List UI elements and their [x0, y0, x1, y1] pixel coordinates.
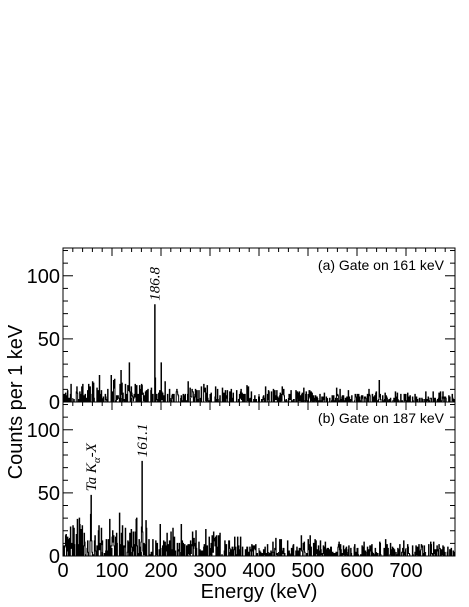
peak-label: 161.1 — [135, 424, 151, 458]
x-tick-label: 0 — [57, 560, 68, 582]
peak-label: 186.8 — [148, 267, 164, 301]
panel-b: 0 50 100 (b) Gate on 187 keV 161.1 Ta Kα-X — [27, 401, 456, 568]
panel-a-y-ticks: 0 50 100 — [27, 250, 455, 414]
panel-b-peak-labels: 161.1 Ta Kα-X — [84, 424, 151, 492]
y-tick-label: 100 — [27, 420, 60, 442]
x-tick-label: 200 — [144, 560, 177, 582]
y-tick-label: 100 — [27, 266, 60, 288]
x-axis-ticks: 0 100 200 300 400 500 600 700 — [57, 248, 456, 582]
x-tick-label: 300 — [193, 560, 226, 582]
panel-a-spectrum — [62, 304, 456, 403]
y-tick-label: 50 — [38, 329, 60, 351]
y-tick-label: 50 — [38, 483, 60, 505]
y-axis-title: Counts per 1 keV — [5, 324, 27, 479]
panel-b-label: (b) Gate on 187 keV — [318, 410, 445, 426]
panel-a: 0 50 100 (a) Gate on 161 keV 186.8 — [27, 247, 456, 414]
x-tick-label: 700 — [389, 560, 422, 582]
x-tick-label: 100 — [95, 560, 128, 582]
x-axis-title: Energy (keV) — [201, 581, 318, 603]
x-tick-label: 600 — [340, 560, 373, 582]
x-tick-label: 400 — [242, 560, 275, 582]
y-tick-label: 0 — [49, 392, 60, 414]
peak-label: Ta Kα-X — [84, 442, 103, 491]
x-tick-label: 500 — [291, 560, 324, 582]
y-tick-label: 0 — [49, 546, 60, 568]
panel-a-peak-labels: 186.8 — [148, 267, 164, 301]
panel-b-y-ticks: 0 50 100 — [27, 404, 455, 568]
panel-b-spectrum — [62, 460, 456, 557]
panel-a-label: (a) Gate on 161 keV — [318, 257, 445, 273]
